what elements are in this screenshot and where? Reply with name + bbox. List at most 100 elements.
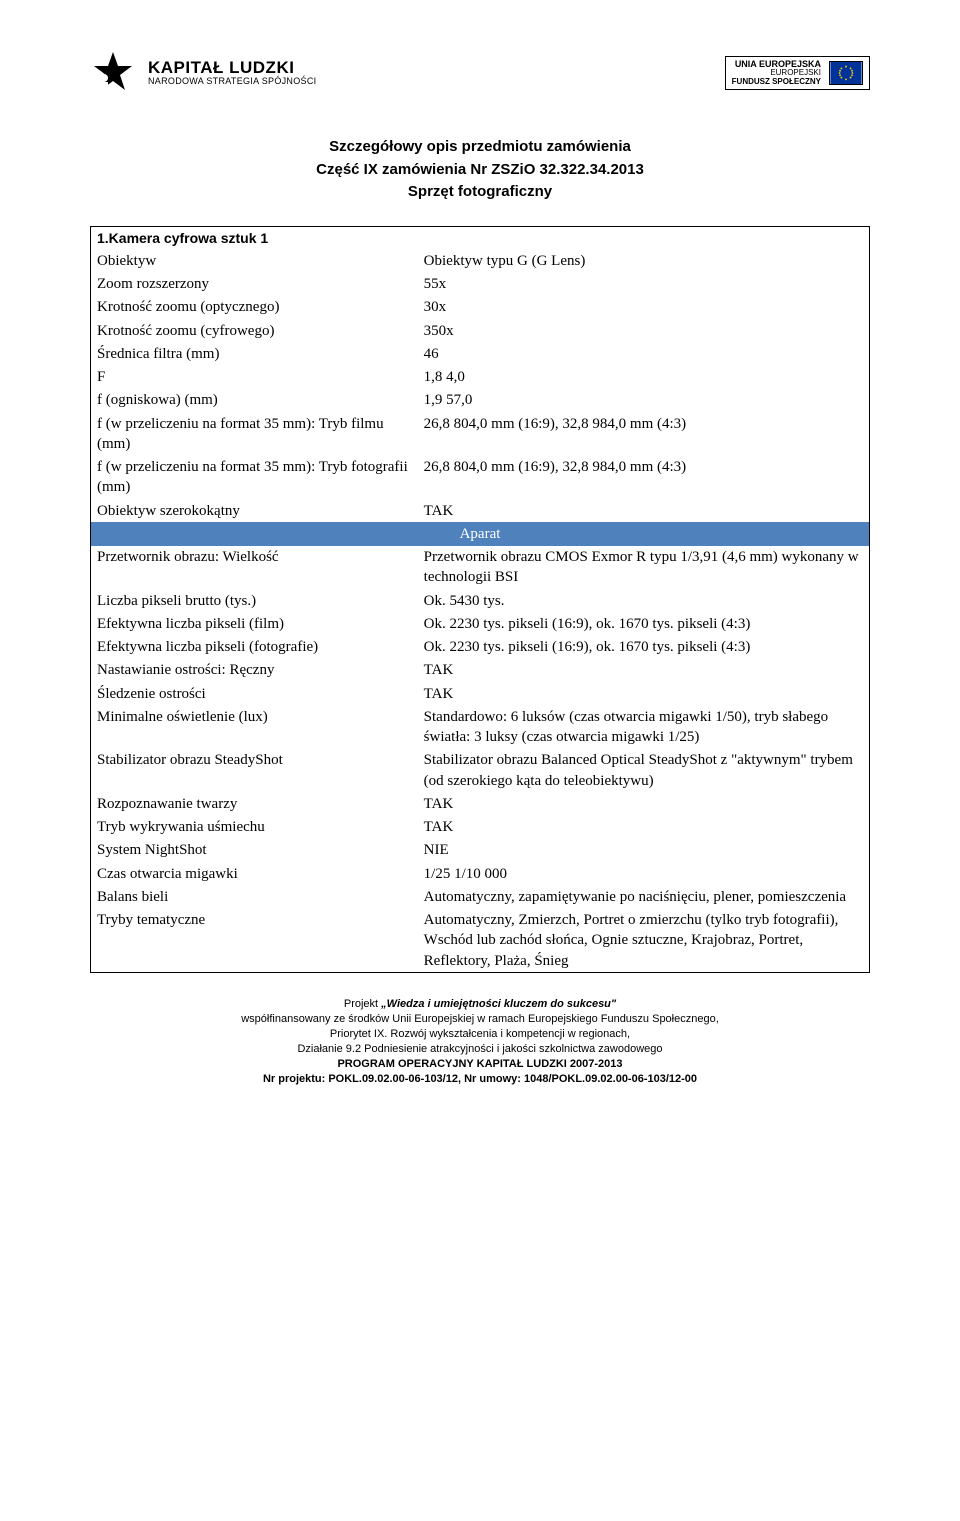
spec-key: Efektywna liczba pikseli (film) [91,612,418,635]
spec-value: 1/25 1/10 000 [418,862,870,885]
spec-key: Krotność zoomu (optycznego) [91,296,418,319]
table-row: Krotność zoomu (optycznego)30x [91,296,870,319]
table-row: Efektywna liczba pikseli (fotografie)Ok.… [91,636,870,659]
logo-left-subtitle: NARODOWA STRATEGIA SPÓJNOŚCI [148,77,316,87]
footer-line-1: Projekt „Wiedza i umiejętności kluczem d… [90,997,870,1012]
eu-flag-icon [829,61,863,85]
spec-value: TAK [418,682,870,705]
footer-line-5: PROGRAM OPERACYJNY KAPITAŁ LUDZKI 2007-2… [90,1057,870,1072]
spec-key: Czas otwarcia migawki [91,862,418,885]
table-row: Tryb wykrywania uśmiechuTAK [91,816,870,839]
spec-value: 1,8 4,0 [418,366,870,389]
spec-key: System NightShot [91,839,418,862]
document-page: KAPITAŁ LUDZKI NARODOWA STRATEGIA SPÓJNO… [0,0,960,1126]
spec-key: Obiektyw [91,249,418,272]
spec-key: f (w przeliczeniu na format 35 mm): Tryb… [91,412,418,456]
table-row: f (ogniskowa) (mm)1,9 57,0 [91,389,870,412]
spec-table: 1.Kamera cyfrowa sztuk 1 ObiektywObiekty… [90,226,870,974]
table-row: f (w przeliczeniu na format 35 mm): Tryb… [91,412,870,456]
spec-value: 30x [418,296,870,319]
table-row: Obiektyw szerokokątnyTAK [91,499,870,522]
spec-key: Przetwornik obrazu: Wielkość [91,546,418,590]
table-row: Efektywna liczba pikseli (film)Ok. 2230 … [91,612,870,635]
footer-line-2: współfinansowany ze środków Unii Europej… [90,1012,870,1027]
logo-right-text: UNIA EUROPEJSKA EUROPEJSKI FUNDUSZ SPOŁE… [732,60,821,86]
table-row: Krotność zoomu (cyfrowego)350x [91,319,870,342]
spec-key: Nastawianie ostrości: Ręczny [91,659,418,682]
table-row: F1,8 4,0 [91,366,870,389]
spec-value: Stabilizator obrazu Balanced Optical Ste… [418,749,870,793]
spec-key: Liczba pikseli brutto (tys.) [91,589,418,612]
table-row: Liczba pikseli brutto (tys.)Ok. 5430 tys… [91,589,870,612]
spec-key: Tryby tematyczne [91,909,418,973]
spec-value: 26,8 804,0 mm (16:9), 32,8 984,0 mm (4:3… [418,412,870,456]
title-line-1: Szczegółowy opis przedmiotu zamówienia [90,136,870,159]
table-row: Przetwornik obrazu: WielkośćPrzetwornik … [91,546,870,590]
section-camera-label: 1.Kamera cyfrowa sztuk 1 [91,226,870,249]
spec-value: Ok. 2230 tys. pikseli (16:9), ok. 1670 t… [418,636,870,659]
spec-value: Standardowo: 6 luksów (czas otwarcia mig… [418,705,870,749]
spec-value: Przetwornik obrazu CMOS Exmor R typu 1/3… [418,546,870,590]
title-line-3: Sprzęt fotograficzny [90,181,870,204]
section-aparat-label: Aparat [91,522,870,545]
table-row: Tryby tematyczneAutomatyczny, Zmierzch, … [91,909,870,973]
spec-key: Tryb wykrywania uśmiechu [91,816,418,839]
table-row: Nastawianie ostrości: RęcznyTAK [91,659,870,682]
spec-key: Efektywna liczba pikseli (fotografie) [91,636,418,659]
spec-value: 55x [418,273,870,296]
footer: Projekt „Wiedza i umiejętności kluczem d… [90,997,870,1086]
table-row: Śledzenie ostrościTAK [91,682,870,705]
spec-value: 1,9 57,0 [418,389,870,412]
footer-l1a: Projekt [344,998,381,1010]
footer-l1b: „Wiedza i umiejętności kluczem do sukces… [381,998,616,1010]
spec-value: NIE [418,839,870,862]
table-row: Zoom rozszerzony55x [91,273,870,296]
spec-key: Krotność zoomu (cyfrowego) [91,319,418,342]
section-header-row: Aparat [91,522,870,545]
title-line-2: Część IX zamówienia Nr ZSZiO 32.322.34.2… [90,159,870,182]
spec-key: Balans bieli [91,885,418,908]
spec-key: f (w przeliczeniu na format 35 mm): Tryb… [91,456,418,500]
star-person-icon [90,50,136,96]
logo-right: UNIA EUROPEJSKA EUROPEJSKI FUNDUSZ SPOŁE… [725,56,870,90]
spec-key: Średnica filtra (mm) [91,342,418,365]
table-row: Balans bieliAutomatyczny, zapamiętywanie… [91,885,870,908]
table-row: f (w przeliczeniu na format 35 mm): Tryb… [91,456,870,500]
footer-line-6: Nr projektu: POKL.09.02.00-06-103/12, Nr… [90,1072,870,1087]
table-row: Czas otwarcia migawki1/25 1/10 000 [91,862,870,885]
footer-line-4: Działanie 9.2 Podniesienie atrakcyjności… [90,1042,870,1057]
table-row: ObiektywObiektyw typu G (G Lens) [91,249,870,272]
spec-key: Stabilizator obrazu SteadyShot [91,749,418,793]
spec-key: Rozpoznawanie twarzy [91,792,418,815]
spec-key: Obiektyw szerokokątny [91,499,418,522]
spec-key: f (ogniskowa) (mm) [91,389,418,412]
spec-value: TAK [418,499,870,522]
spec-value: TAK [418,816,870,839]
spec-value: Ok. 5430 tys. [418,589,870,612]
spec-key: F [91,366,418,389]
spec-value: Ok. 2230 tys. pikseli (16:9), ok. 1670 t… [418,612,870,635]
spec-value: TAK [418,659,870,682]
header-logos: KAPITAŁ LUDZKI NARODOWA STRATEGIA SPÓJNO… [90,50,870,96]
section-camera-row: 1.Kamera cyfrowa sztuk 1 [91,226,870,249]
spec-value: TAK [418,792,870,815]
spec-key: Zoom rozszerzony [91,273,418,296]
spec-value: 26,8 804,0 mm (16:9), 32,8 984,0 mm (4:3… [418,456,870,500]
eu-fund-label: FUNDUSZ SPOŁECZNY [732,78,821,86]
logo-left-text: KAPITAŁ LUDZKI NARODOWA STRATEGIA SPÓJNO… [148,59,316,88]
table-row: Rozpoznawanie twarzyTAK [91,792,870,815]
spec-key: Minimalne oświetlenie (lux) [91,705,418,749]
document-title: Szczegółowy opis przedmiotu zamówienia C… [90,136,870,204]
table-row: Minimalne oświetlenie (lux)Standardowo: … [91,705,870,749]
spec-value: 350x [418,319,870,342]
spec-value: Obiektyw typu G (G Lens) [418,249,870,272]
spec-value: 46 [418,342,870,365]
spec-value: Automatyczny, zapamiętywanie po naciśnię… [418,885,870,908]
table-row: Stabilizator obrazu SteadyShotStabilizat… [91,749,870,793]
spec-value: Automatyczny, Zmierzch, Portret o zmierz… [418,909,870,973]
footer-line-3: Priorytet IX. Rozwój wykształcenia i kom… [90,1027,870,1042]
table-row: Średnica filtra (mm)46 [91,342,870,365]
table-row: System NightShotNIE [91,839,870,862]
logo-left: KAPITAŁ LUDZKI NARODOWA STRATEGIA SPÓJNO… [90,50,316,96]
spec-key: Śledzenie ostrości [91,682,418,705]
